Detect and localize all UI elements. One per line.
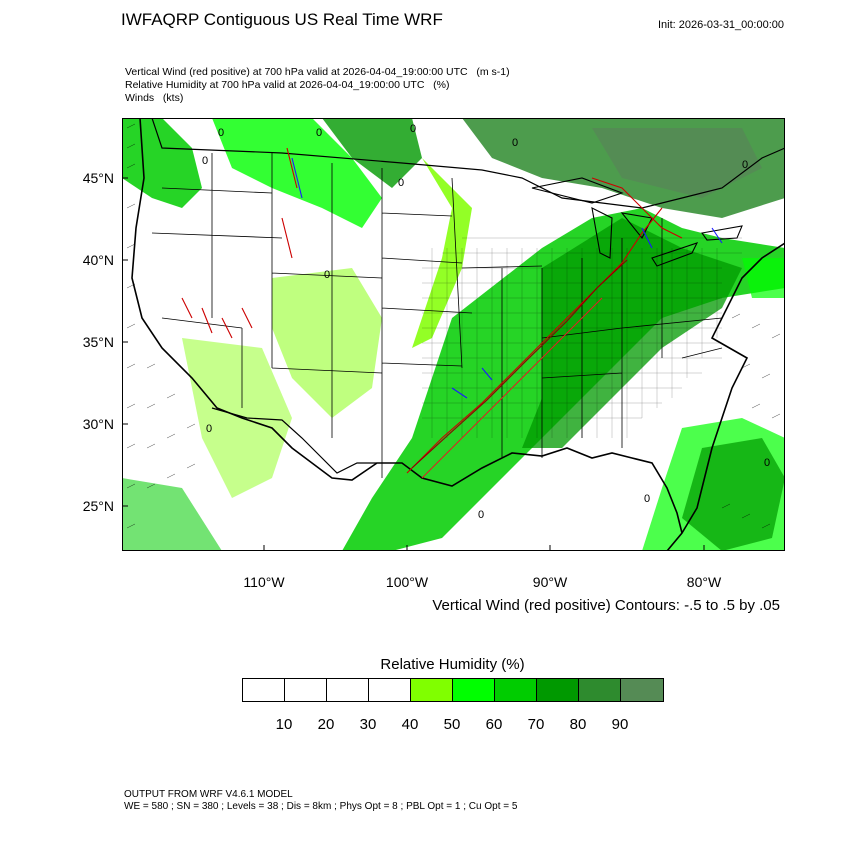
- contour-zero-label: 0: [218, 127, 224, 139]
- subtitle-winds: Winds (kts): [125, 92, 184, 104]
- colorbar-box: [537, 679, 579, 701]
- county-lines: [422, 237, 742, 438]
- footer-model: OUTPUT FROM WRF V4.6.1 MODEL: [124, 789, 293, 800]
- contour-zero-labels: 0 0 0 0 0 0 0 0 0 0 0 0: [202, 123, 770, 521]
- colorbar-label: 50: [443, 716, 461, 733]
- contour-zero-label: 0: [644, 493, 650, 505]
- contour-zero-label: 0: [324, 269, 330, 281]
- wind-barbs: [126, 123, 781, 529]
- contour-zero-label: 0: [742, 159, 748, 171]
- colorbar-box: [243, 679, 285, 701]
- subtitle-vertical-wind: Vertical Wind (red positive) at 700 hPa …: [125, 66, 510, 78]
- colorbar-box: [327, 679, 369, 701]
- colorbar-label: 20: [317, 716, 335, 733]
- colorbar-label: 10: [275, 716, 293, 733]
- colorbar-label: 40: [401, 716, 419, 733]
- lat-label-30n: 30°N: [82, 416, 114, 432]
- contour-zero-label: 0: [398, 177, 404, 189]
- lat-label-35n: 35°N: [82, 334, 114, 350]
- lon-label-100w: 100°W: [385, 574, 429, 590]
- colorbar-box: [621, 679, 663, 701]
- axis-ticks: [122, 177, 705, 551]
- canada-border: [151, 118, 785, 209]
- colorbar-title: Relative Humidity (%): [380, 656, 525, 673]
- lat-label-40n: 40°N: [82, 252, 114, 268]
- coastline: [131, 118, 785, 551]
- colorbar-label: 80: [569, 716, 587, 733]
- lon-label-90w: 90°W: [532, 574, 568, 590]
- subtitle-relative-humidity: Relative Humidity at 700 hPa valid at 20…: [125, 79, 450, 91]
- mexico-border: [211, 407, 377, 474]
- colorbar-label: 30: [359, 716, 377, 733]
- humidity-colorbar: [242, 678, 664, 702]
- colorbar-box: [495, 679, 537, 701]
- lon-label-110w: 110°W: [243, 574, 285, 590]
- lat-label-45n: 45°N: [82, 170, 114, 186]
- contour-info: Vertical Wind (red positive) Contours: -…: [432, 597, 780, 614]
- contour-zero-label: 0: [764, 457, 770, 469]
- contour-zero-label: 0: [206, 423, 212, 435]
- lat-label-25n: 25°N: [82, 498, 114, 514]
- init-time-label: Init: 2026-03-31_00:00:00: [658, 19, 784, 31]
- figure-title: IWFAQRP Contiguous US Real Time WRF: [121, 10, 443, 29]
- vertical-wind-contours: [181, 147, 723, 479]
- contour-zero-label: 0: [202, 155, 208, 167]
- colorbar-box: [411, 679, 453, 701]
- great-lakes: [531, 177, 743, 267]
- contour-zero-label: 0: [512, 137, 518, 149]
- colorbar-box: [285, 679, 327, 701]
- map-frame: [122, 118, 785, 551]
- contour-zero-label: 0: [410, 123, 416, 135]
- weather-map: 0 0 0 0 0 0 0 0 0 0 0 0: [122, 118, 785, 551]
- lon-label-80w: 80°W: [686, 574, 722, 590]
- colorbar-box: [579, 679, 621, 701]
- contour-zero-label: 0: [316, 127, 322, 139]
- contour-zero-label: 0: [478, 509, 484, 521]
- colorbar-box: [369, 679, 411, 701]
- footer-config: WE = 580 ; SN = 380 ; Levels = 38 ; Dis …: [124, 801, 518, 812]
- colorbar-box: [453, 679, 495, 701]
- colorbar-label: 70: [527, 716, 545, 733]
- colorbar-label: 60: [485, 716, 503, 733]
- colorbar-label: 90: [611, 716, 629, 733]
